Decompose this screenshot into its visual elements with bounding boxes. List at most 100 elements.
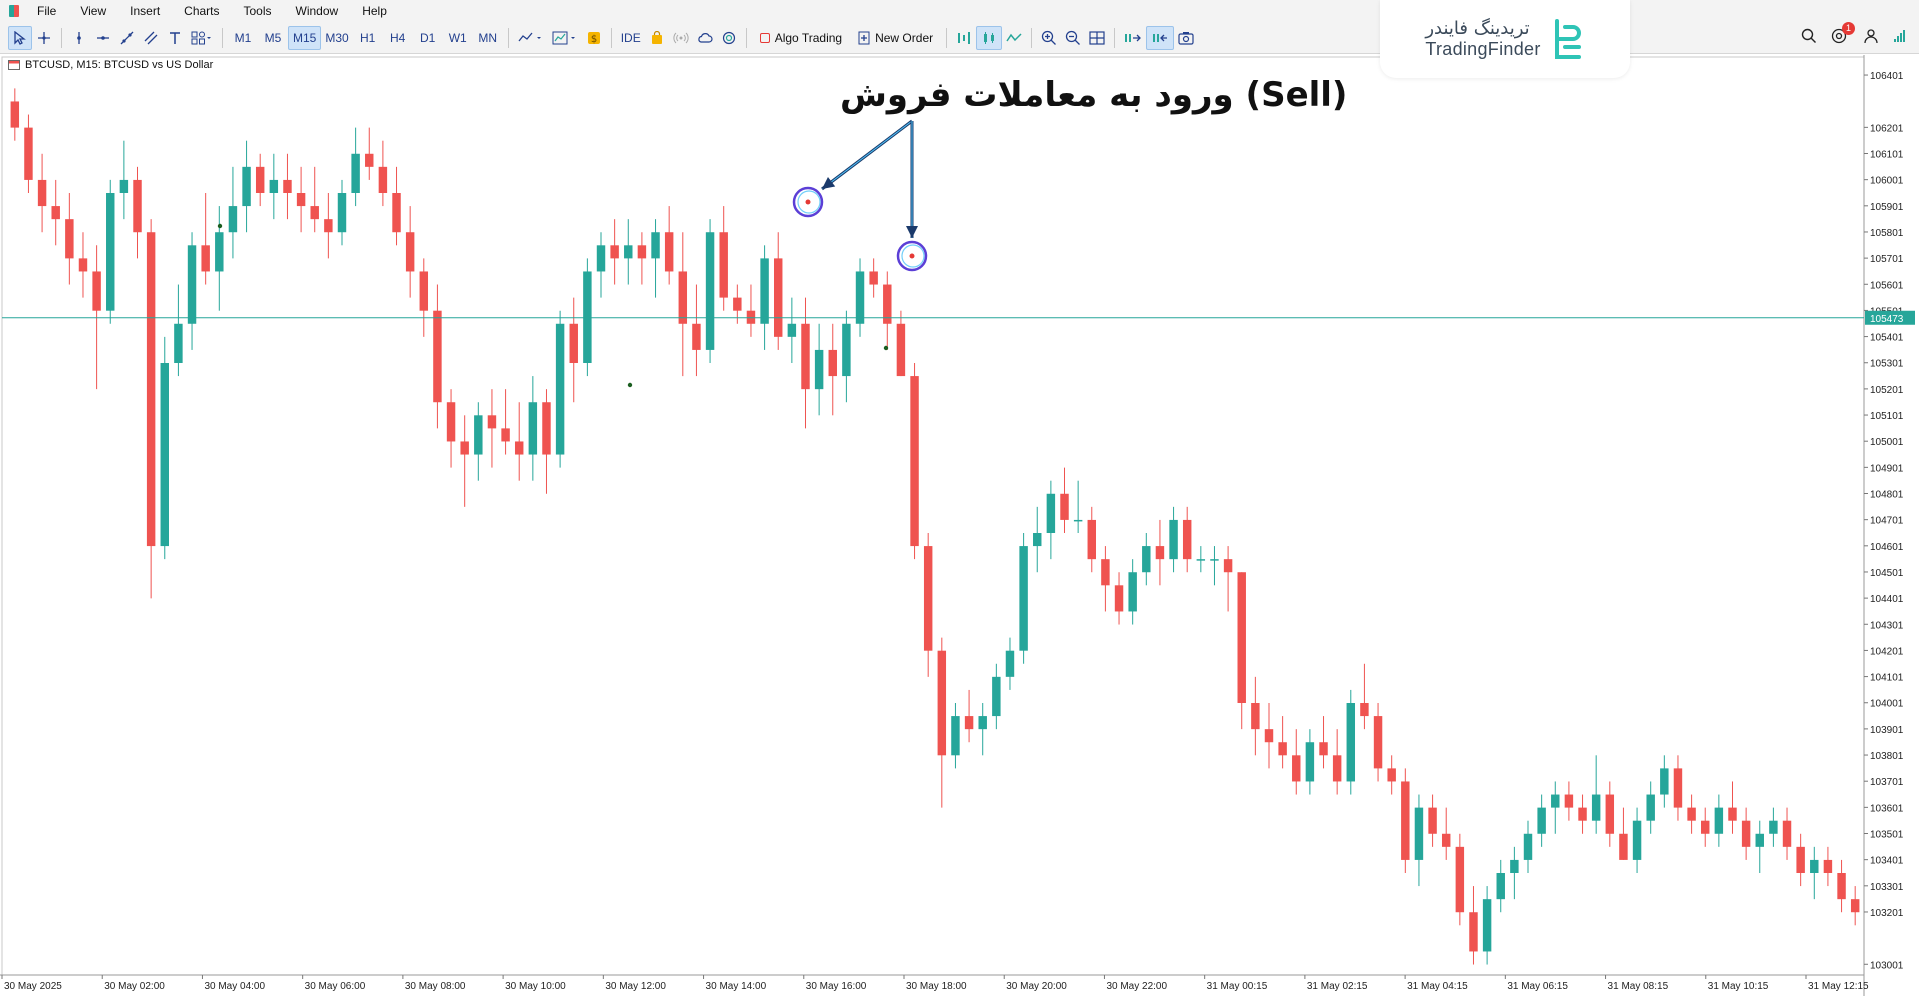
candle-body [1073, 519, 1083, 522]
candle-body [269, 179, 279, 193]
horizontal-line-icon[interactable] [91, 26, 115, 50]
account-icon[interactable] [1863, 28, 1879, 49]
signal-strength-icon[interactable] [1893, 27, 1907, 50]
depth-of-market-icon[interactable] [952, 26, 976, 50]
candle-body [896, 323, 906, 377]
candles-icon[interactable] [976, 25, 1003, 50]
candle-body [1155, 546, 1165, 560]
menu-help[interactable]: Help [362, 4, 387, 18]
candle-body [1810, 859, 1819, 873]
candlestick-chart-svg[interactable]: 106401 106201 106101 106001 105901 105801 1057… [0, 55, 1919, 996]
candle-body [1850, 899, 1860, 913]
time-tick-label: 31 May 10:15 [1708, 981, 1769, 992]
sell-signal-circle [792, 186, 824, 218]
candle-body [760, 258, 769, 324]
candle-body [1510, 859, 1519, 873]
text-tool-icon[interactable] [163, 26, 187, 50]
candle-body [146, 232, 156, 547]
tf-w1[interactable]: W1 [448, 30, 467, 45]
menu-window[interactable]: Window [295, 4, 339, 18]
candle-body [583, 271, 592, 363]
price-chart[interactable]: 106401 106201 106101 106001 105901 105801 1057… [0, 55, 1919, 996]
candle-body [419, 271, 429, 311]
channel-icon[interactable] [139, 26, 163, 50]
candle-body [201, 245, 210, 272]
candle-body [542, 402, 551, 455]
price-tick-label: 103601 [1870, 803, 1904, 814]
candle-body [106, 193, 115, 311]
price-tick-label: 105901 [1870, 202, 1904, 213]
candle-body [1469, 912, 1478, 952]
candle-body [51, 206, 60, 220]
annotation-arrow-down-head [906, 226, 918, 238]
ide-button[interactable]: IDE [620, 30, 641, 45]
candle-body [624, 245, 633, 259]
candle-body [774, 258, 783, 337]
tf-m5[interactable]: M5 [264, 30, 282, 45]
autoscroll-icon[interactable] [1146, 25, 1175, 50]
candle-body [92, 271, 101, 311]
price-tick-label: 103201 [1870, 908, 1904, 919]
time-tick-label: 31 May 02:15 [1307, 981, 1368, 992]
price-tick-label: 103801 [1870, 751, 1904, 762]
chart-title-text: BTCUSD, M15: BTCUSD vs US Dollar [25, 59, 214, 71]
cloud-icon[interactable] [693, 26, 717, 50]
notification-badge: 1 [1842, 21, 1855, 35]
price-tick-label: 104801 [1870, 490, 1904, 501]
chart-shift-icon[interactable] [1120, 26, 1146, 50]
tf-m30[interactable]: M30 [325, 30, 349, 45]
sell-signal-ring [901, 244, 925, 268]
screenshot-icon[interactable] [1174, 26, 1198, 50]
zoom-in-icon[interactable] [1037, 26, 1061, 50]
tf-m15[interactable]: M15 [288, 25, 322, 50]
price-tick-label: 104901 [1870, 463, 1904, 474]
candle-body [1128, 572, 1137, 612]
tf-d1[interactable]: D1 [420, 30, 436, 45]
menu-charts[interactable]: Charts [184, 4, 220, 18]
tf-h4[interactable]: H4 [390, 30, 406, 45]
menu-bar: File View Insert Charts Tools Window Hel… [0, 0, 1919, 22]
tf-m1[interactable]: M1 [234, 30, 252, 45]
candle-body [842, 323, 851, 377]
cursor-tool-icon[interactable] [8, 25, 32, 50]
signal-icon[interactable] [669, 26, 693, 50]
menu-view[interactable]: View [80, 4, 107, 18]
tradingfinder-logo: تریدینگ فایندر TradingFinder [1380, 0, 1630, 78]
time-tick-label: 30 May 14:00 [706, 981, 767, 992]
candle-body [664, 232, 674, 272]
vertical-line-icon[interactable] [67, 26, 91, 50]
time-tick-label: 30 May 04:00 [204, 981, 265, 992]
search-icon[interactable] [1801, 28, 1817, 49]
market-bag-icon[interactable] [645, 26, 669, 50]
zoom-out-icon[interactable] [1061, 26, 1085, 50]
menu-tools[interactable]: Tools [243, 4, 272, 18]
candle-body [610, 245, 619, 259]
price-tick-label: 105001 [1870, 437, 1904, 448]
candle-body [1305, 742, 1315, 782]
menu-insert[interactable]: Insert [130, 4, 161, 18]
vps-icon[interactable] [717, 26, 741, 50]
notifications-icon[interactable]: 1 [1831, 21, 1855, 49]
candle-body [746, 310, 756, 324]
algo-trading-button[interactable]: Algo Trading [752, 26, 850, 50]
trendline-icon[interactable] [115, 26, 139, 50]
tf-mn[interactable]: MN [478, 30, 498, 45]
dollar-icon[interactable]: $ [582, 26, 606, 50]
shapes-icon[interactable] [187, 26, 217, 50]
tile-windows-icon[interactable] [1085, 26, 1109, 50]
candle-body [228, 206, 238, 233]
tf-h1[interactable]: H1 [360, 30, 376, 45]
line-chart-icon[interactable] [1002, 26, 1026, 50]
candle-body [733, 297, 742, 311]
candle-body [324, 219, 333, 233]
indicators-icon[interactable] [548, 26, 582, 50]
candle-body [555, 323, 565, 455]
candle-body [487, 415, 497, 429]
candle-body [1087, 519, 1096, 560]
menu-file[interactable]: File [37, 4, 57, 18]
candle-body [1496, 873, 1505, 900]
chart-type-icon[interactable] [514, 26, 548, 50]
crosshair-icon[interactable] [32, 26, 56, 50]
new-order-button[interactable]: New Order [850, 26, 941, 50]
buy-signal-dot [883, 345, 889, 351]
